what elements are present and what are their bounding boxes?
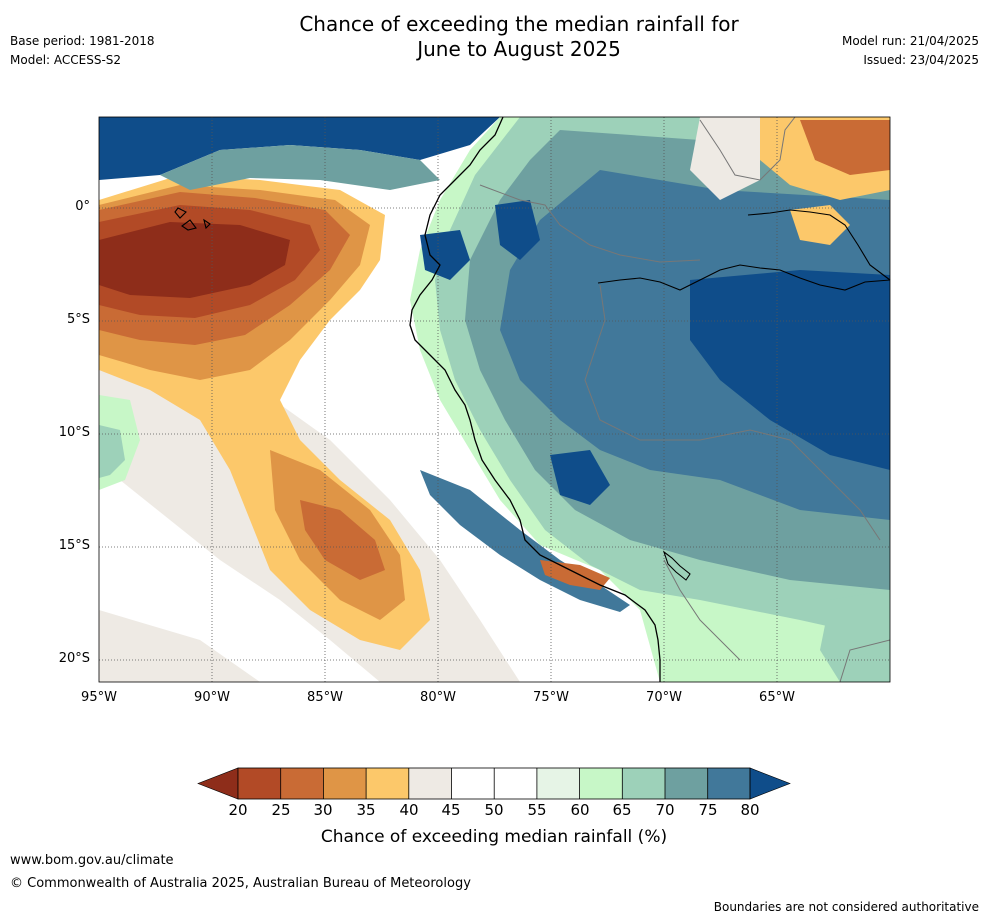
colorbar-bin-75 bbox=[707, 768, 750, 799]
lat-label-20s: 20°S bbox=[58, 651, 90, 666]
colorbar-tick-80: 80 bbox=[740, 801, 760, 819]
colorbar-tick-55: 55 bbox=[527, 801, 547, 819]
map-gridlines bbox=[99, 117, 890, 682]
colorbar-tick-35: 35 bbox=[356, 801, 376, 819]
lat-label-0: 0° bbox=[75, 199, 90, 214]
model-run: Model run: 21/04/2025 bbox=[841, 34, 979, 48]
country-boundaries bbox=[479, 116, 891, 683]
lake-titicaca bbox=[662, 550, 691, 581]
wet-nw-80 bbox=[99, 117, 500, 180]
lon-label-90w: 90°W bbox=[194, 690, 230, 705]
colorbar-bin-50 bbox=[494, 768, 537, 799]
colorbar-tick-70: 70 bbox=[655, 801, 675, 819]
colorbar-tick-45: 45 bbox=[441, 801, 461, 819]
colorbar-title: Chance of exceeding median rainfall (%) bbox=[320, 827, 668, 847]
wet-land-85-west bbox=[420, 230, 470, 280]
wet-land-85-north bbox=[495, 200, 540, 260]
issued-date: Issued: 23/04/2025 bbox=[863, 53, 979, 67]
neutral-zone-south bbox=[99, 610, 260, 682]
colorbar-bin-25 bbox=[280, 768, 324, 799]
title-line-1: Chance of exceeding the median rainfall … bbox=[299, 12, 739, 36]
coastline bbox=[409, 116, 661, 682]
dry-plume-south-30 bbox=[300, 500, 385, 580]
dry-ne-small bbox=[790, 205, 850, 245]
title-line-2: June to August 2025 bbox=[417, 37, 621, 61]
dry-coast-spot bbox=[540, 560, 610, 590]
lon-label-80w: 80°W bbox=[420, 690, 456, 705]
amazon-river-main bbox=[597, 264, 891, 291]
meta-left: Base period: 1981-2018 Model: ACCESS-S2 bbox=[10, 32, 155, 70]
colorbar-tick-20: 20 bbox=[228, 801, 248, 819]
meta-right: Model run: 21/04/2025 Issued: 23/04/2025 bbox=[842, 32, 979, 70]
colorbar-bin-70 bbox=[665, 768, 708, 799]
colorbar-tick-40: 40 bbox=[399, 801, 419, 819]
wet-west-spot-2 bbox=[99, 425, 125, 478]
website-link[interactable]: www.bom.gov.au/climate bbox=[10, 853, 174, 868]
galapagos-islands bbox=[174, 207, 211, 231]
colorbar bbox=[197, 767, 791, 800]
map-field bbox=[99, 117, 890, 682]
lon-label-95w: 95°W bbox=[81, 690, 117, 705]
colorbar-tick-30: 30 bbox=[313, 801, 333, 819]
dry-ne-30 bbox=[800, 120, 890, 175]
copyright-text: © Commonwealth of Australia 2025, Austra… bbox=[10, 876, 471, 891]
lon-label-65w: 65°W bbox=[759, 690, 795, 705]
amazon-river-north bbox=[747, 209, 891, 281]
lon-label-85w: 85°W bbox=[307, 690, 343, 705]
colorbar-tick-25: 25 bbox=[271, 801, 291, 819]
lat-label-5s: 5°S bbox=[66, 312, 90, 327]
lat-label-10s: 10°S bbox=[58, 425, 90, 440]
colorbar-bin-40 bbox=[408, 768, 452, 799]
colorbar-tick-65: 65 bbox=[612, 801, 632, 819]
wet-land-85 bbox=[690, 270, 890, 470]
wet-land-85-mid bbox=[550, 450, 610, 505]
colorbar-arrow-high bbox=[749, 767, 791, 800]
colorbar-bin-20 bbox=[238, 768, 281, 799]
colorbar-arrow-low bbox=[197, 767, 239, 800]
colorbar-bin-30 bbox=[323, 768, 367, 799]
lat-label-15s: 15°S bbox=[58, 538, 90, 553]
dry-plume-20 bbox=[99, 222, 290, 298]
colorbar-bin-35 bbox=[366, 768, 409, 799]
colorbar-tick-75: 75 bbox=[698, 801, 718, 819]
chart-title: Chance of exceeding the median rainfall … bbox=[194, 12, 844, 62]
colorbar-bin-45 bbox=[451, 768, 495, 799]
wet-nw-75 bbox=[160, 145, 440, 190]
model-name: Model: ACCESS-S2 bbox=[10, 53, 122, 67]
disclaimer-text: Boundaries are not considered authoritat… bbox=[713, 900, 979, 914]
lon-label-70w: 70°W bbox=[646, 690, 682, 705]
colorbar-bin-60 bbox=[579, 768, 623, 799]
lon-label-75w: 75°W bbox=[533, 690, 569, 705]
colorbar-bin-55 bbox=[536, 768, 580, 799]
wet-sw-spot bbox=[820, 590, 890, 682]
colorbar-separators bbox=[280, 768, 709, 799]
base-period: Base period: 1981-2018 bbox=[10, 34, 155, 48]
map-frame bbox=[98, 116, 891, 683]
colorbar-bin-65 bbox=[622, 768, 665, 799]
colorbar-tick-60: 60 bbox=[570, 801, 590, 819]
colorbar-tick-50: 50 bbox=[484, 801, 504, 819]
